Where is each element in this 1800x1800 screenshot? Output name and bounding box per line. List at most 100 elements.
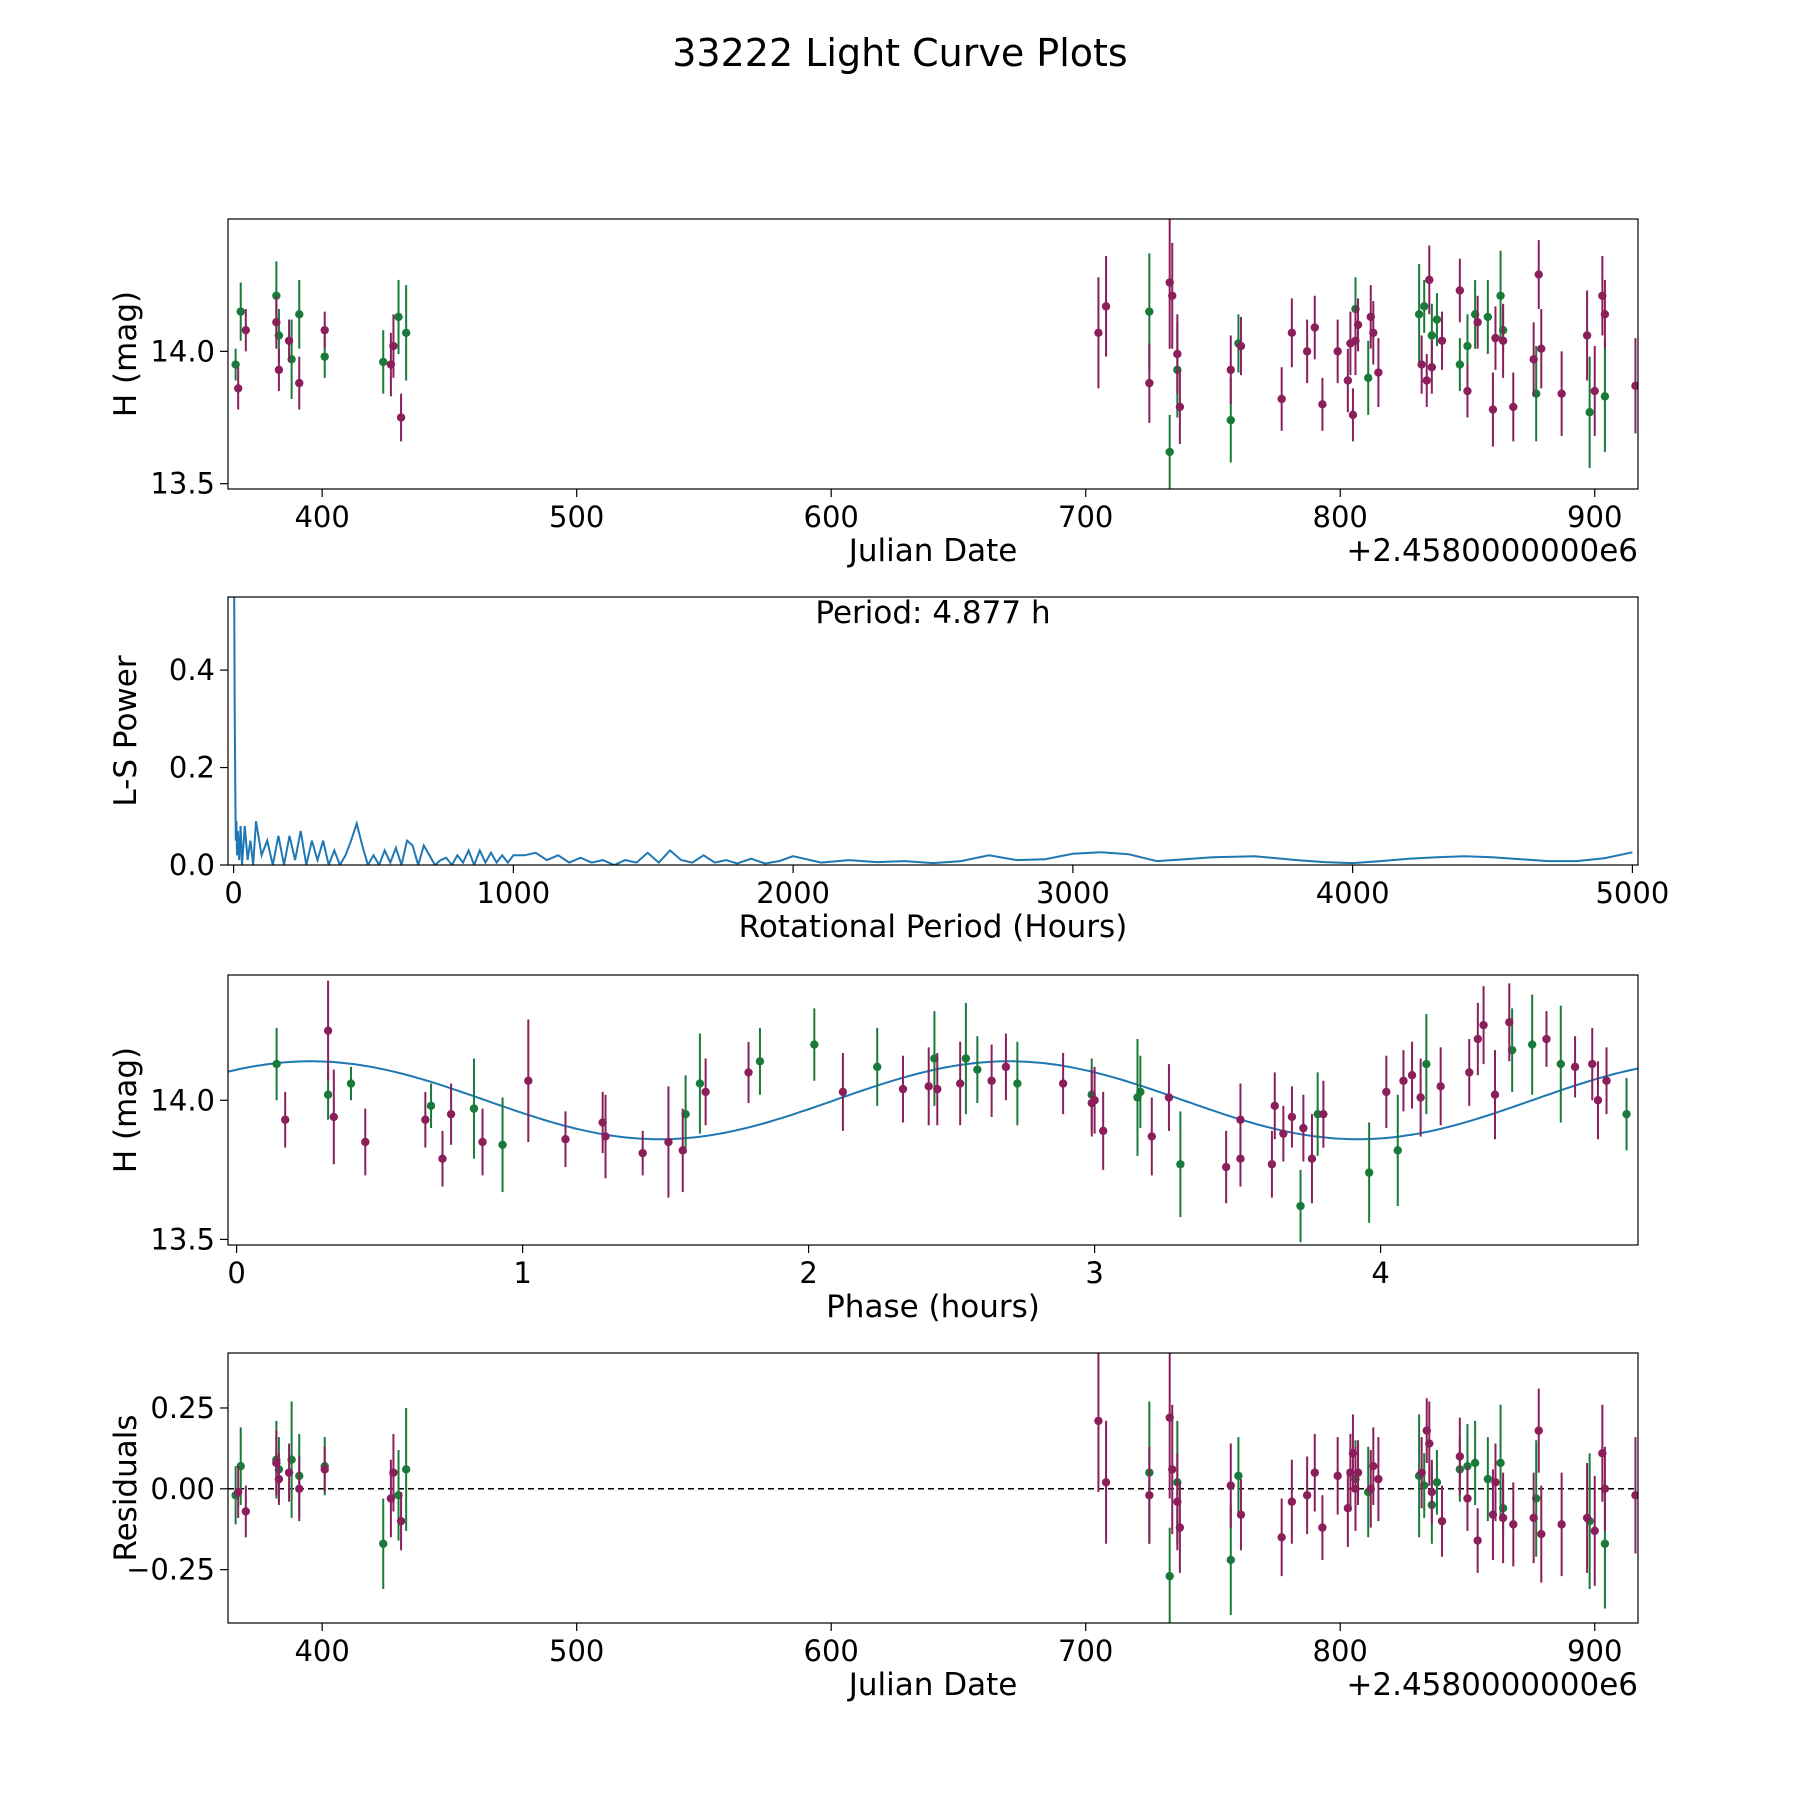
data-point-green bbox=[1432, 315, 1442, 324]
data-point-green bbox=[755, 1057, 765, 1066]
data-point-purple bbox=[1455, 286, 1465, 295]
plot-area bbox=[228, 1353, 1638, 1623]
data-point-green bbox=[873, 1062, 882, 1072]
data-point-purple bbox=[1101, 1478, 1111, 1487]
data-point-purple bbox=[838, 1087, 848, 1097]
data-point-purple bbox=[1463, 1494, 1472, 1503]
data-point-green bbox=[1176, 1160, 1185, 1169]
power-spectrum-line bbox=[233, 597, 1633, 865]
x-tick-label: 5000 bbox=[1595, 876, 1669, 910]
data-point-purple bbox=[1436, 1082, 1445, 1091]
data-point-green bbox=[1165, 447, 1174, 457]
x-tick-label: 800 bbox=[1313, 1634, 1368, 1668]
data-point-purple bbox=[898, 1084, 908, 1094]
data-point-green bbox=[1013, 1079, 1022, 1088]
data-point-purple bbox=[524, 1076, 533, 1085]
data-point-purple bbox=[1164, 1093, 1174, 1102]
data-point-purple bbox=[1267, 1160, 1277, 1169]
data-point-green bbox=[1136, 1087, 1145, 1097]
data-point-purple bbox=[1491, 1478, 1500, 1487]
y-tick-label: 0.2 bbox=[169, 751, 215, 785]
data-point-green bbox=[236, 307, 245, 316]
phased-panel: 0 1 2 3 4 13.5 14.0 Phase (hours) H (mag) bbox=[108, 974, 1639, 1325]
data-point-purple bbox=[446, 1109, 456, 1119]
data-point-green bbox=[1600, 392, 1610, 401]
data-point-purple bbox=[1416, 1093, 1425, 1102]
x-tick-label: 2 bbox=[799, 1256, 817, 1290]
data-point-green bbox=[1422, 1059, 1431, 1069]
y-tick-label: −0.25 bbox=[126, 1553, 215, 1587]
data-point-green bbox=[1556, 1059, 1565, 1069]
data-point-purple bbox=[1534, 1426, 1543, 1435]
data-point-purple bbox=[1455, 1452, 1465, 1461]
data-point-purple bbox=[396, 1516, 406, 1526]
data-point-purple bbox=[241, 325, 251, 335]
lightcurve-panel: 400 500 600 700 800 900 13.5 14.0 Julian Date H (… bbox=[108, 218, 1639, 569]
data-point-purple bbox=[987, 1076, 996, 1085]
data-point-green bbox=[1234, 1471, 1243, 1481]
data-point-purple bbox=[233, 384, 243, 393]
plot-area bbox=[228, 980, 1638, 1243]
data-point-green bbox=[346, 1079, 356, 1088]
data-point-purple bbox=[1287, 1497, 1297, 1506]
data-point-purple bbox=[1557, 389, 1566, 398]
data-point-purple bbox=[1236, 1115, 1245, 1124]
data-point-purple bbox=[1287, 1112, 1297, 1122]
data-point-purple bbox=[274, 1474, 284, 1484]
data-point-green bbox=[810, 1040, 819, 1049]
plot-area bbox=[231, 219, 1638, 489]
data-point-green bbox=[323, 1090, 333, 1099]
data-point-green bbox=[1470, 1458, 1480, 1468]
data-point-purple bbox=[1465, 1068, 1474, 1077]
data-point-purple bbox=[1094, 328, 1103, 338]
x-tick-label: 0 bbox=[227, 1256, 245, 1290]
data-point-purple bbox=[1498, 1513, 1508, 1523]
data-point-purple bbox=[561, 1135, 570, 1144]
data-point-green bbox=[320, 352, 329, 361]
period-annotation: Period: 4.877 h bbox=[815, 595, 1050, 631]
y-axis-label: H (mag) bbox=[108, 291, 144, 417]
x-tick-label: 1000 bbox=[476, 876, 550, 910]
x-tick-label: 900 bbox=[1567, 500, 1622, 534]
data-point-green bbox=[1483, 312, 1493, 322]
data-point-purple bbox=[1473, 1536, 1482, 1545]
x-tick-label: 800 bbox=[1313, 500, 1368, 534]
data-point-purple bbox=[1287, 328, 1297, 338]
data-point-purple bbox=[1509, 402, 1518, 412]
data-point-purple bbox=[1343, 376, 1353, 385]
data-point-purple bbox=[1479, 1020, 1488, 1030]
data-point-purple bbox=[1422, 376, 1431, 385]
data-point-purple bbox=[1302, 1491, 1312, 1500]
axes-frame bbox=[227, 218, 1639, 490]
data-point-purple bbox=[1600, 1484, 1610, 1494]
data-point-purple bbox=[295, 1484, 304, 1494]
x-axis-label: Rotational Period (Hours) bbox=[739, 909, 1128, 945]
y-tick-label: 0.25 bbox=[150, 1391, 215, 1425]
data-point-purple bbox=[1307, 1154, 1317, 1163]
data-point-purple bbox=[1488, 405, 1498, 414]
data-point-purple bbox=[320, 1465, 329, 1474]
data-point-purple bbox=[1353, 320, 1363, 330]
data-point-purple bbox=[1588, 1059, 1597, 1069]
x-tick-label: 4 bbox=[1371, 1256, 1389, 1290]
data-point-purple bbox=[1374, 368, 1383, 377]
x-tick-label: 3 bbox=[1085, 1256, 1103, 1290]
data-point-green bbox=[1585, 408, 1594, 417]
data-point-purple bbox=[478, 1137, 487, 1147]
data-point-green bbox=[961, 1054, 971, 1063]
y-tick-label: 14.0 bbox=[150, 334, 215, 368]
data-point-purple bbox=[1631, 381, 1638, 390]
data-point-purple bbox=[1570, 1062, 1580, 1072]
x-tick-label: 500 bbox=[549, 1634, 604, 1668]
data-point-purple bbox=[1382, 1087, 1391, 1097]
data-point-purple bbox=[1147, 1132, 1156, 1141]
data-point-green bbox=[1364, 1168, 1374, 1177]
data-point-green bbox=[426, 1101, 436, 1111]
data-point-purple bbox=[1310, 323, 1319, 332]
data-point-purple bbox=[284, 1468, 294, 1477]
data-point-purple bbox=[396, 413, 406, 422]
data-point-green bbox=[1432, 1478, 1442, 1487]
data-point-purple bbox=[601, 1132, 610, 1141]
x-axis-label: Julian Date bbox=[847, 533, 1018, 569]
